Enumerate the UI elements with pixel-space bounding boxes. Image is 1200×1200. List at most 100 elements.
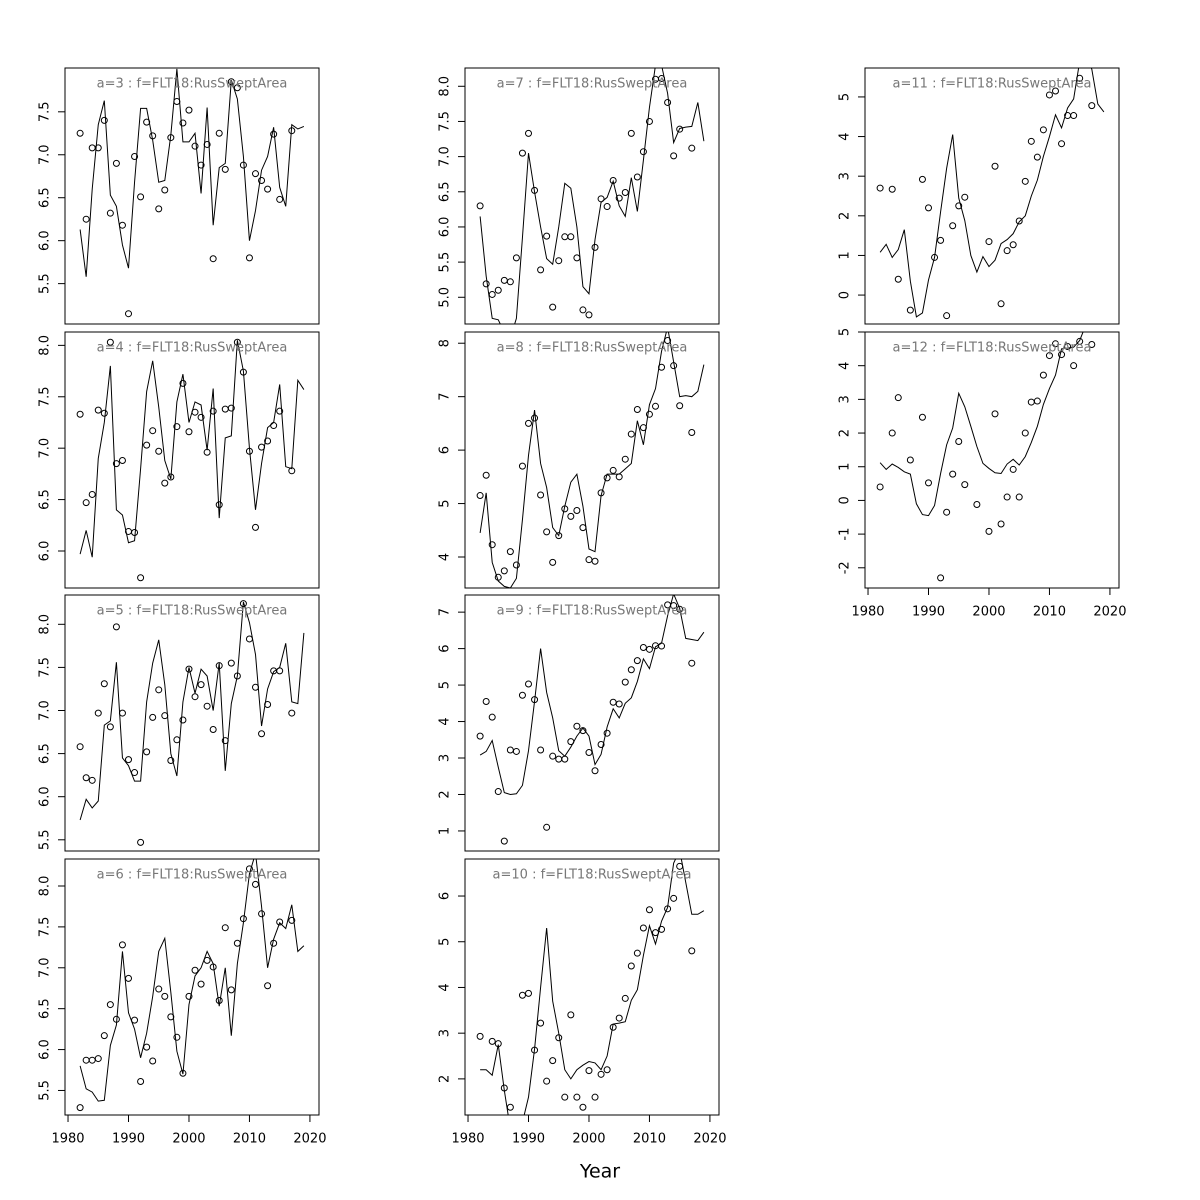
observed-point — [100, 1032, 108, 1040]
y-tick-label: 6.0 — [38, 541, 53, 562]
observed-point — [82, 215, 90, 223]
observed-point — [155, 985, 163, 993]
plot-area — [76, 338, 305, 582]
observed-point — [633, 405, 641, 413]
x-tick-label: 2000 — [972, 605, 1005, 620]
observed-point — [549, 752, 557, 760]
observed-point — [1052, 87, 1059, 95]
fit-line — [479, 595, 705, 795]
observed-point — [991, 410, 999, 418]
observed-point — [191, 966, 199, 974]
observed-point — [633, 173, 641, 181]
observed-point — [476, 492, 484, 500]
x-tick-label: 1990 — [512, 1132, 545, 1147]
fit-line — [479, 68, 705, 324]
observed-point — [549, 1057, 557, 1065]
observed-point — [633, 949, 641, 957]
y-tick-label: -2 — [838, 561, 853, 574]
observed-point — [645, 117, 653, 125]
y-tick-label: 6.5 — [438, 181, 453, 202]
y-tick-label: 1 — [838, 463, 853, 471]
observed-point — [597, 741, 605, 749]
y-tick-label: 7.0 — [38, 700, 53, 721]
observed-point — [609, 177, 617, 185]
y-tick-label: 7.0 — [38, 144, 53, 165]
observed-point — [1058, 140, 1066, 148]
observed-point — [185, 428, 193, 436]
observed-point — [1039, 371, 1047, 379]
observed-point — [197, 681, 205, 689]
y-tick-label: 4 — [838, 362, 853, 370]
observed-point — [688, 428, 696, 436]
x-tick-label: 1980 — [851, 605, 884, 620]
y-tick-label: 1 — [438, 827, 453, 835]
fit-line — [879, 68, 1105, 318]
observed-point — [197, 980, 205, 988]
observed-point — [543, 528, 551, 536]
observed-point — [639, 148, 647, 156]
y-tick-label: 7.5 — [38, 386, 53, 407]
observed-point — [155, 205, 163, 213]
observed-point — [985, 238, 993, 246]
observed-point — [112, 460, 120, 468]
observed-point — [506, 278, 514, 286]
observed-point — [567, 512, 575, 520]
observed-point — [185, 106, 193, 114]
observed-point — [949, 470, 957, 478]
observed-point — [137, 574, 145, 582]
observed-point — [76, 410, 84, 418]
observed-point — [179, 716, 187, 724]
x-axis-label: Year — [579, 1161, 620, 1183]
x-tick-label: 2020 — [693, 1132, 726, 1147]
observed-point — [179, 379, 187, 387]
observed-point — [591, 243, 599, 251]
observed-point — [112, 623, 120, 631]
observed-point — [227, 986, 235, 994]
panel-frame — [64, 858, 320, 1116]
observed-point — [518, 462, 526, 470]
observed-point — [1088, 102, 1096, 110]
observed-point — [573, 1093, 581, 1101]
observed-point — [76, 1104, 84, 1112]
observed-point — [288, 916, 296, 924]
observed-point — [537, 266, 545, 274]
observed-point — [203, 702, 211, 710]
observed-point — [1058, 351, 1066, 359]
y-tick-label: 5.5 — [38, 829, 53, 850]
panel-frame — [64, 331, 320, 589]
y-tick-label: 7.0 — [38, 438, 53, 459]
observed-point — [525, 129, 532, 137]
observed-point — [543, 232, 551, 240]
y-tick-label: 5.0 — [438, 287, 453, 308]
observed-point — [609, 698, 617, 706]
observed-point — [579, 1103, 587, 1111]
observed-point — [888, 185, 896, 193]
observed-point — [621, 188, 629, 196]
panel-title: a=5 : f=FLT18:RusSweptArea — [97, 604, 288, 619]
observed-point — [925, 479, 932, 487]
observed-point — [603, 203, 611, 211]
observed-point — [585, 1067, 593, 1075]
observed-point — [264, 437, 272, 445]
x-tick-label: 1990 — [112, 1132, 145, 1147]
observed-point — [143, 441, 151, 449]
observed-point — [191, 693, 199, 701]
y-tick-label: 6.0 — [438, 217, 453, 238]
observed-point — [961, 481, 969, 489]
observed-point — [209, 407, 217, 415]
y-tick-label: 5 — [438, 938, 453, 946]
observed-point — [155, 447, 163, 455]
observed-point — [621, 455, 629, 463]
plot-area — [876, 332, 1096, 582]
observed-point — [567, 1011, 575, 1019]
observed-point — [106, 723, 114, 731]
panel-title: a=8 : f=FLT18:RusSweptArea — [497, 341, 688, 356]
panel: a=11 : f=FLT18:RusSweptArea 0 1 2 3 4 5 — [838, 67, 1120, 325]
observed-point — [94, 144, 102, 152]
y-tick-label: 7.5 — [38, 657, 53, 678]
observed-point — [1070, 362, 1078, 370]
observed-point — [918, 175, 926, 183]
x-tick-label: 2010 — [633, 1132, 666, 1147]
observed-point — [1009, 241, 1017, 249]
observed-point — [197, 413, 205, 421]
